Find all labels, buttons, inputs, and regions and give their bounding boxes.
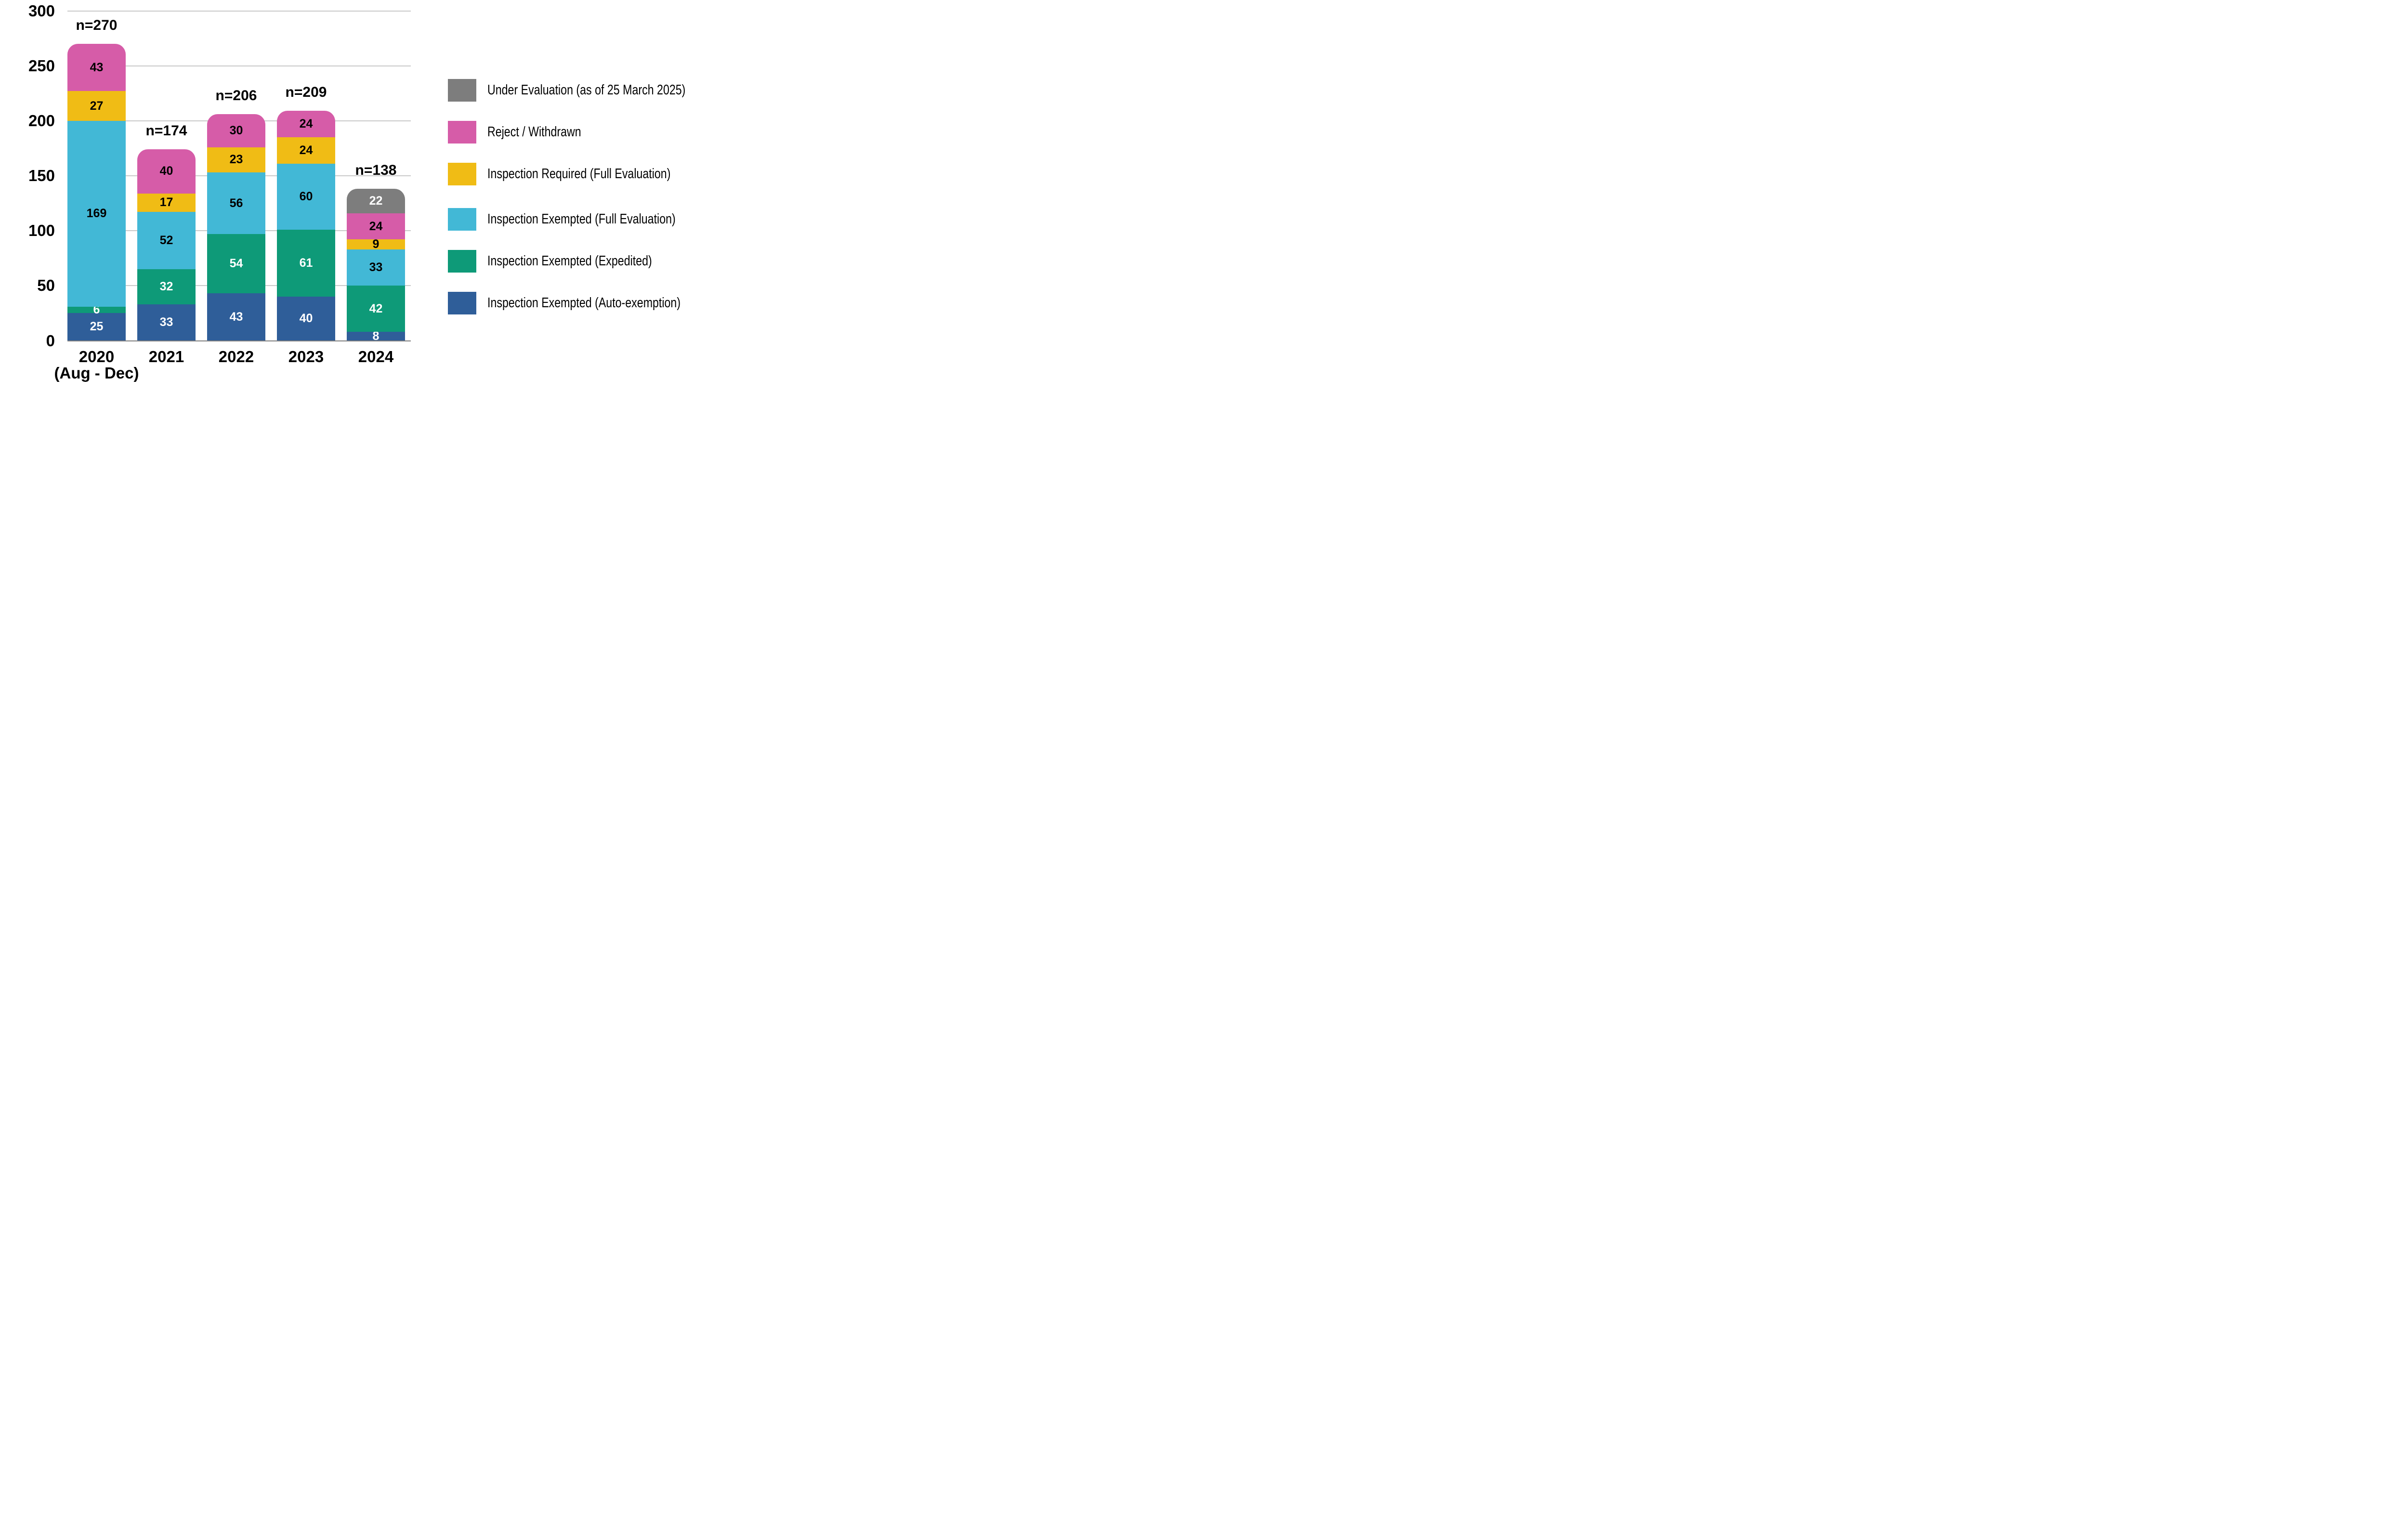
bar-segment: 23 — [207, 147, 265, 173]
bar-segment: 33 — [137, 304, 196, 341]
bar-value-label: 22 — [369, 194, 383, 208]
legend-label: Reject / Withdrawn — [487, 124, 581, 140]
bar-total-label: n=138 — [355, 162, 397, 179]
bar-segment: 9 — [347, 237, 405, 251]
bar-segment: 54 — [207, 234, 265, 294]
bar-segment: 40 — [137, 149, 196, 194]
x-axis-category-label: 2024 — [358, 348, 394, 365]
bar-value-label: 56 — [229, 196, 243, 210]
bar-value-label: 32 — [159, 280, 173, 294]
bar-segment: 24 — [277, 111, 335, 138]
bar-value-label: 52 — [159, 234, 173, 248]
bar-value-label: 17 — [159, 196, 173, 209]
y-axis-tick-label: 200 — [28, 111, 55, 130]
y-axis-tick-label: 250 — [28, 56, 55, 75]
legend-swatch — [448, 291, 476, 314]
legend-label: Under Evaluation (as of 25 March 2025) — [487, 82, 686, 98]
bar-value-label: 8 — [372, 329, 380, 343]
y-axis-tick-label: 300 — [28, 1, 55, 20]
bar-total-label: n=206 — [215, 88, 257, 104]
bar-value-label: 25 — [90, 320, 104, 334]
bar-value-label: 23 — [229, 153, 243, 167]
bar-value-label: 24 — [369, 219, 383, 233]
y-axis-tick-label: 150 — [28, 167, 55, 184]
bar-segment: 8 — [347, 329, 405, 343]
bar-value-label: 40 — [299, 312, 313, 326]
bar-value-label: 169 — [86, 207, 107, 221]
bar-value-label: 61 — [299, 256, 313, 270]
bar-value-label: 33 — [369, 261, 383, 274]
bar-value-label: 54 — [229, 257, 243, 271]
y-axis-tick-label: 100 — [28, 222, 55, 240]
x-axis-category-label: 2021 — [148, 348, 184, 365]
bar-segment: 43 — [67, 44, 126, 91]
bar-total-label: n=209 — [285, 84, 327, 101]
bar-value-label: 24 — [299, 143, 313, 157]
bar-value-label: 40 — [159, 164, 173, 178]
x-axis-category-label: 2022 — [218, 348, 254, 365]
bar-segment: 42 — [347, 286, 405, 332]
x-axis-line — [67, 340, 411, 341]
bar-value-label: 43 — [229, 310, 243, 324]
x-axis-category-label: 2023 — [288, 348, 324, 365]
bar-segment: 56 — [207, 172, 265, 234]
y-axis-tick-label: 0 — [46, 331, 55, 350]
legend-label: Inspection Exempted (Auto-exemption) — [487, 295, 681, 311]
bar-segment: 24 — [277, 137, 335, 164]
bar-segment: 27 — [67, 91, 126, 121]
bar-value-label: 24 — [299, 117, 313, 131]
bar-segment: 25 — [67, 313, 126, 341]
bar-value-label: 27 — [90, 99, 104, 113]
legend-label: Inspection Exempted (Full Evaluation) — [487, 211, 676, 227]
bar-segment: 32 — [137, 269, 196, 305]
legend-swatch — [448, 162, 476, 185]
x-axis-category-label: 2020 — [79, 348, 115, 365]
legend-swatch — [448, 208, 476, 231]
bar-segment: 30 — [207, 114, 265, 147]
bar-segment: 61 — [277, 229, 335, 297]
legend-swatch — [448, 249, 476, 273]
bar-value-label: 33 — [159, 315, 173, 329]
bar-segment: 169 — [67, 120, 126, 307]
bar-value-label: 30 — [229, 123, 243, 137]
bar-total-label: n=174 — [145, 123, 187, 139]
bar-value-label: 9 — [372, 237, 380, 251]
bar-segment: 52 — [137, 212, 196, 270]
legend-swatch — [448, 78, 476, 102]
gridline — [67, 65, 411, 66]
bar-segment: 6 — [67, 303, 126, 317]
bar-value-label: 43 — [90, 60, 104, 74]
legend-label: Inspection Required (Full Evaluation) — [487, 166, 671, 182]
bar-segment: 17 — [137, 193, 196, 212]
x-axis-category-sublabel: (Aug - Dec) — [54, 364, 139, 382]
bar-value-label: 60 — [299, 189, 313, 203]
bar-segment: 22 — [347, 189, 405, 213]
bar-value-label: 42 — [369, 301, 383, 315]
bar-segment: 33 — [347, 249, 405, 286]
bar-segment: 40 — [277, 297, 335, 341]
legend-swatch — [448, 120, 476, 144]
bar-value-label: 6 — [93, 303, 100, 317]
bar-segment: 24 — [347, 213, 405, 240]
legend-label: Inspection Exempted (Expedited) — [487, 253, 652, 269]
bar-total-label: n=270 — [76, 17, 118, 33]
bar-segment: 60 — [277, 163, 335, 230]
bar-segment: 43 — [207, 293, 265, 341]
gridline — [67, 10, 411, 12]
stacked-bar-chart: 0 50 100 150 200 250 300 25 6 169 27 43 n=270 2020 (Au… — [0, 0, 722, 382]
y-axis-tick-label: 50 — [37, 276, 55, 295]
